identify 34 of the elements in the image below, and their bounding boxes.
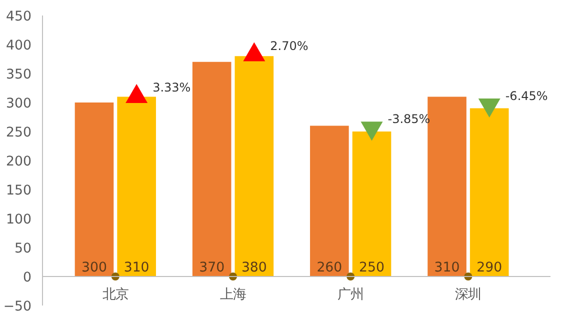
data-label: 290	[476, 260, 502, 276]
y-tick-label: −50	[3, 300, 32, 314]
y-tick-label: 450	[6, 10, 32, 24]
data-label: 250	[359, 260, 384, 276]
y-tick-label: 250	[6, 126, 32, 140]
x-tick-label: 上海	[220, 288, 246, 302]
y-tick-label: 300	[6, 96, 32, 112]
annotation: -6.45%	[505, 88, 548, 103]
bar	[192, 62, 232, 276]
x-tick-label: 深圳	[455, 288, 482, 302]
bar	[234, 56, 274, 276]
x-tick-label: 北京	[102, 288, 128, 302]
y-tick-label: 100	[6, 212, 32, 228]
y-tick-label: 200	[6, 154, 32, 170]
data-label: 300	[82, 260, 107, 276]
data-label: 310	[124, 260, 150, 276]
bar	[428, 96, 466, 276]
bar	[310, 126, 349, 276]
y-tick-label: 50	[14, 242, 32, 256]
y-tick-label: 150	[6, 184, 32, 198]
x-tick-label: 广州	[338, 288, 364, 302]
data-label: 310	[434, 260, 460, 276]
annotation: 3.33%	[152, 80, 191, 95]
bar	[74, 102, 114, 276]
data-label: 380	[241, 260, 267, 276]
bar	[117, 96, 156, 276]
y-tick-label: 350	[6, 68, 32, 82]
y-tick-label: 400	[6, 38, 32, 54]
bar	[352, 132, 392, 276]
data-label: 260	[316, 260, 342, 276]
bar	[470, 108, 509, 276]
annotation: 2.70%	[270, 38, 308, 53]
data-label: 370	[199, 260, 225, 276]
y-tick-label: 0	[23, 270, 32, 286]
